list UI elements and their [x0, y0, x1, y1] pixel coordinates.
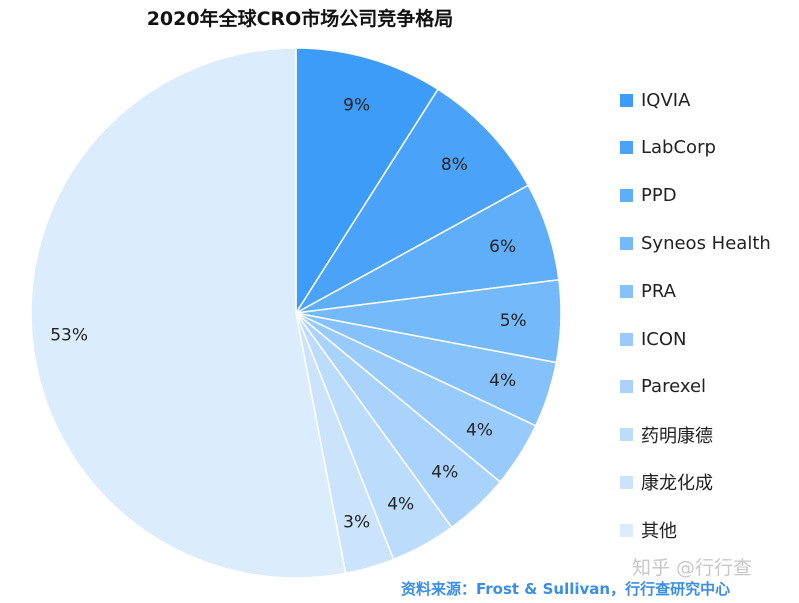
legend-label: Syneos Health	[641, 232, 771, 254]
legend-swatch	[620, 475, 633, 489]
legend-item: PPD	[620, 184, 677, 208]
legend-swatch	[620, 380, 633, 394]
legend-swatch	[620, 523, 633, 537]
legend-item: PRA	[620, 279, 676, 303]
legend-swatch	[620, 141, 633, 155]
source-note: 资料来源：Frost & Sullivan，行行查研究中心	[401, 580, 731, 598]
legend-swatch	[620, 189, 633, 203]
legend-item: 康龙化成	[620, 470, 713, 494]
legend-item: Parexel	[620, 375, 706, 399]
data-label-1: 8%	[441, 155, 468, 175]
data-label-3: 5%	[500, 311, 527, 331]
pie-chart: 9% 8% 6% 5% 4% 4% 4% 4% 3% 53%	[30, 47, 562, 579]
data-label-4: 4%	[489, 371, 516, 391]
legend-item: 其他	[620, 518, 677, 542]
legend-item: ICON	[620, 327, 687, 351]
legend-item: LabCorp	[620, 136, 716, 160]
legend-label: PPD	[641, 185, 677, 207]
legend-swatch	[620, 332, 633, 346]
legend-label: 药明康德	[641, 425, 713, 447]
legend-label: ICON	[641, 328, 687, 350]
data-label-7: 4%	[387, 494, 414, 514]
pie-slice-1	[295, 88, 530, 314]
legend-item: Syneos Health	[620, 231, 771, 255]
legend-label: Parexel	[641, 376, 707, 398]
data-label-0: 9%	[343, 95, 370, 115]
data-label-5: 4%	[466, 420, 493, 440]
data-label-6: 4%	[431, 462, 458, 482]
legend-label: LabCorp	[641, 137, 716, 159]
legend-swatch	[620, 236, 633, 250]
legend-label: 其他	[641, 521, 677, 543]
legend-item: IQVIA	[620, 88, 690, 112]
pie-slice-9	[30, 47, 347, 579]
legend-swatch	[620, 284, 633, 298]
data-label-8: 3%	[343, 513, 370, 533]
legend-label: 康龙化成	[641, 473, 713, 495]
legend-label: PRA	[641, 280, 676, 302]
data-label-2: 6%	[489, 237, 516, 257]
legend-swatch	[620, 428, 633, 442]
pie-slice-0	[295, 47, 440, 316]
legend-swatch	[620, 93, 633, 107]
legend-item: 药明康德	[620, 423, 713, 447]
watermark: 知乎 @行行查	[632, 557, 753, 579]
chart-title: 2020年全球CRO市场公司竞争格局	[146, 8, 454, 30]
legend-label: IQVIA	[641, 89, 691, 111]
data-label-9: 53%	[50, 325, 88, 345]
